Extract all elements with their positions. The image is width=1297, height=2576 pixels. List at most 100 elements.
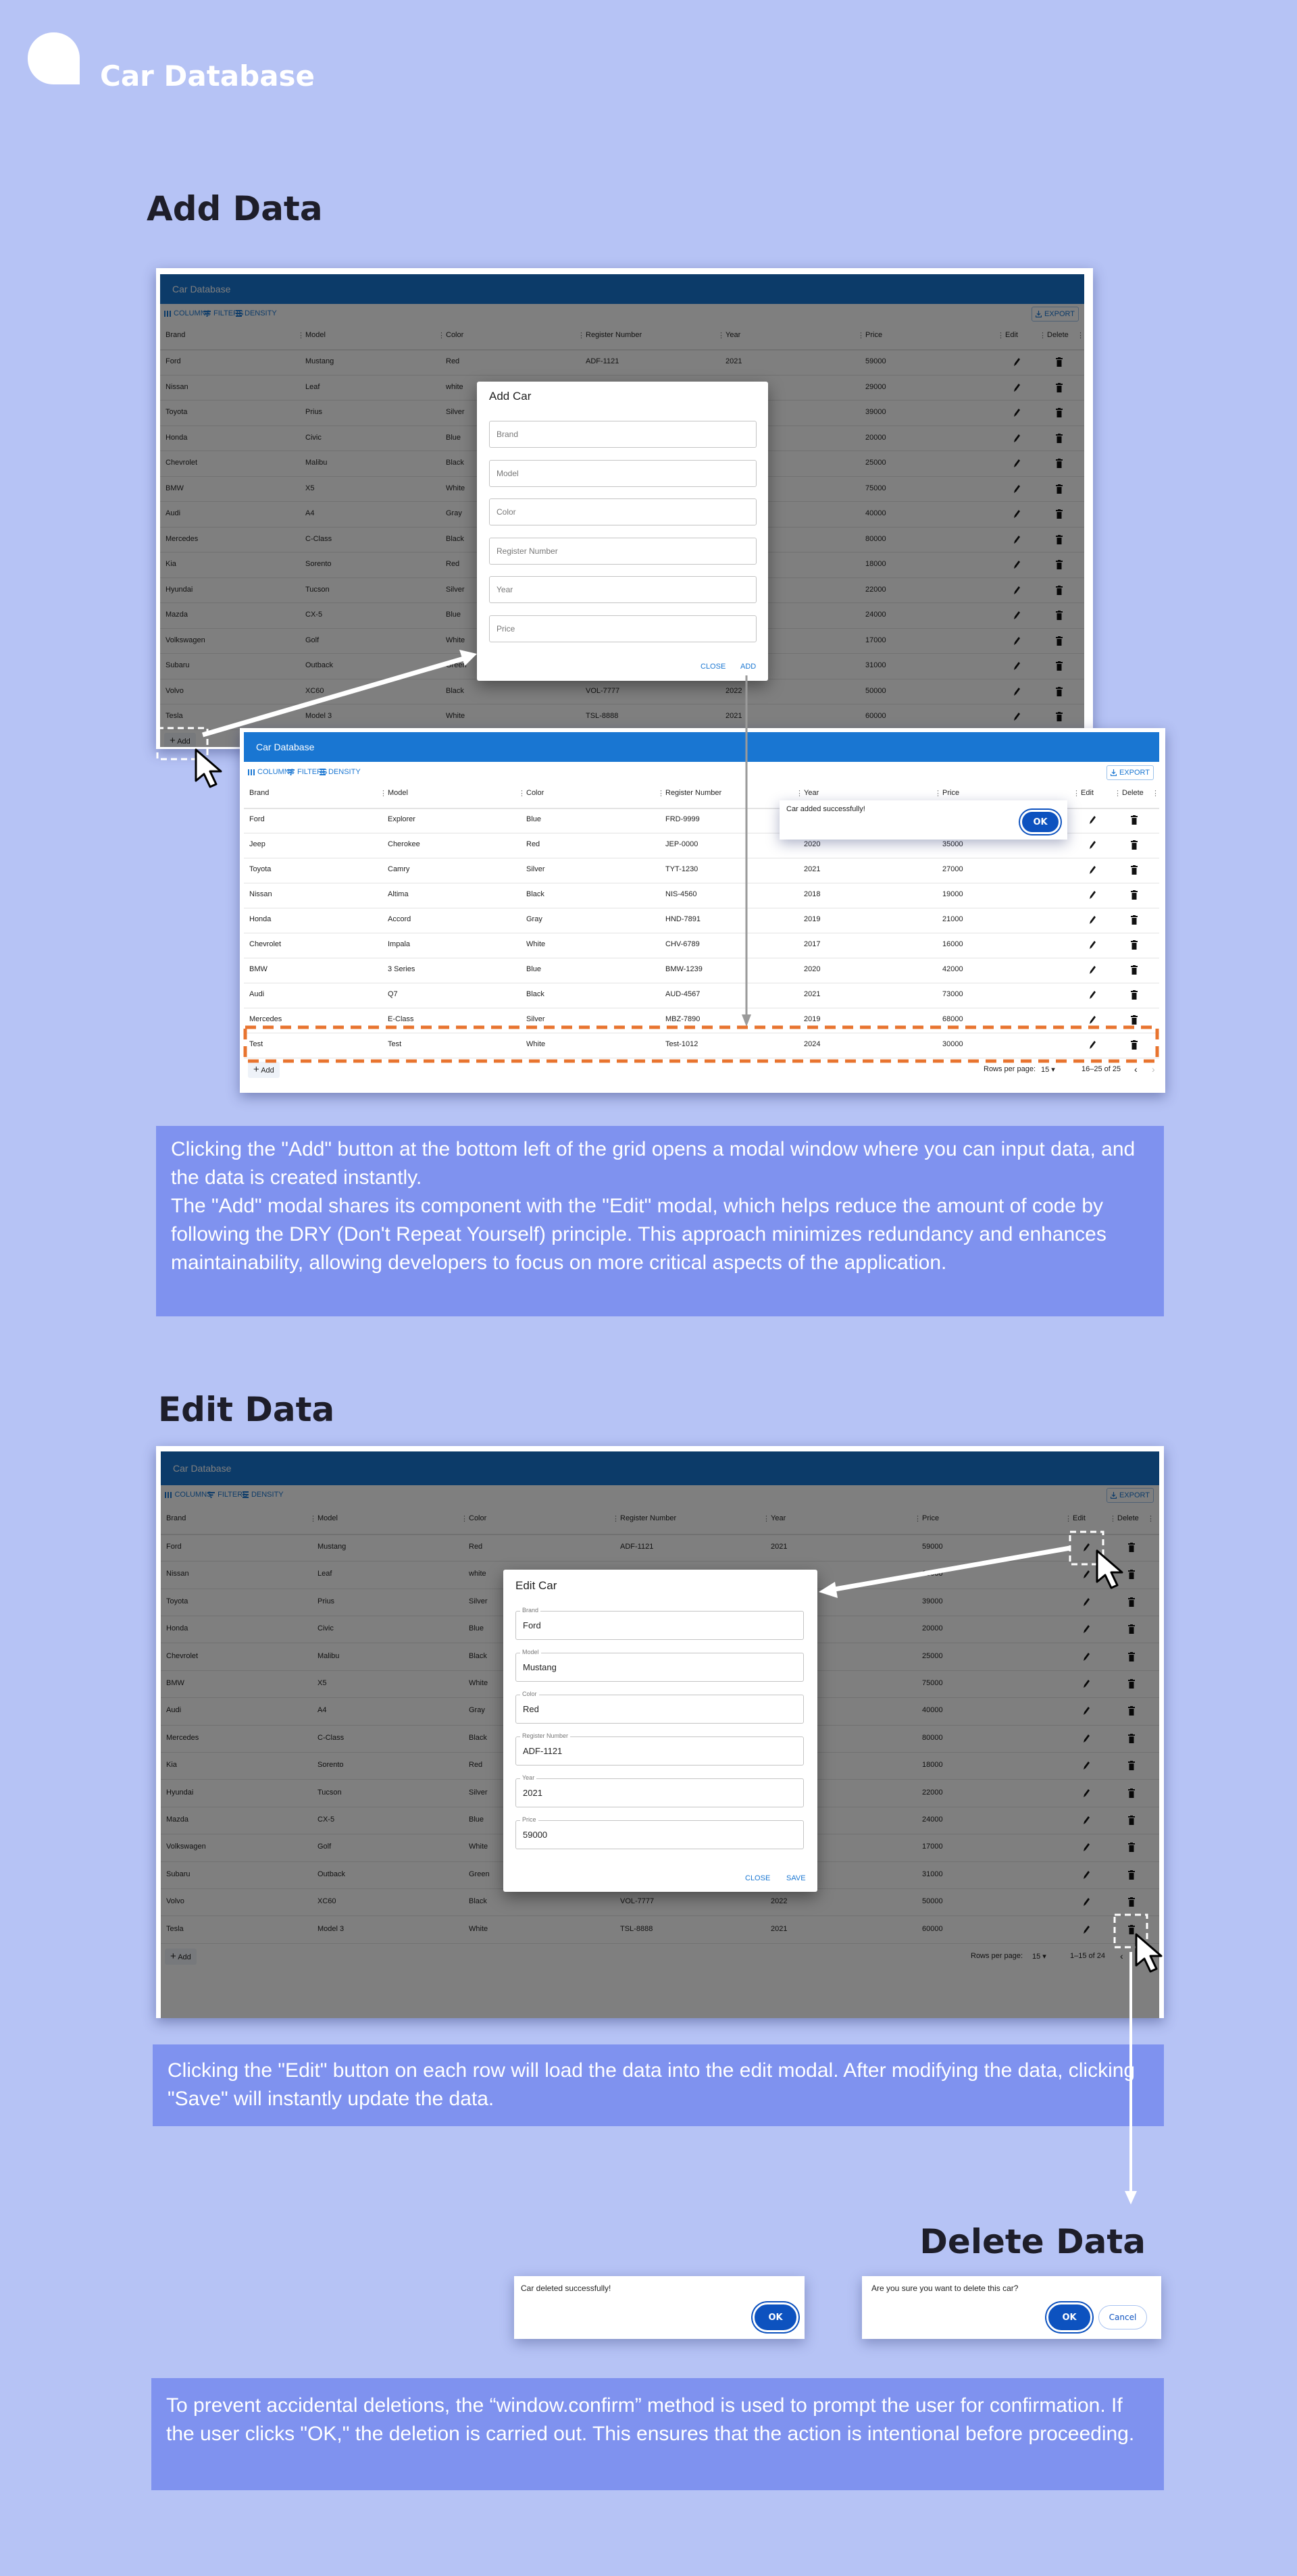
edit-field-brand[interactable]: Brand Ford xyxy=(515,1607,804,1640)
save-button[interactable]: SAVE xyxy=(786,1874,806,1882)
edit-icon[interactable] xyxy=(1088,840,1096,852)
toolbar-label: DENSITY xyxy=(328,768,361,776)
edit-car-modal: Edit Car Brand Ford Model Mustang Color Red Re… xyxy=(503,1570,817,1892)
edit-field-color[interactable]: Color Red xyxy=(515,1691,804,1724)
column-menu-icon[interactable]: ⋮ xyxy=(1114,790,1121,798)
column-header-edit[interactable]: Edit xyxy=(1081,789,1094,797)
delete-icon[interactable] xyxy=(1131,965,1138,977)
column-menu-icon[interactable]: ⋮ xyxy=(1152,790,1159,798)
edit-icon[interactable] xyxy=(1088,890,1096,902)
add-description-para-2: The "Add" modal shares its component wit… xyxy=(171,1195,1107,1274)
field-label: Price xyxy=(520,1816,538,1823)
edit-icon[interactable] xyxy=(1088,940,1096,952)
delete-icon[interactable] xyxy=(1131,990,1138,1002)
add-field-color[interactable]: Color xyxy=(489,498,757,525)
column-menu-icon[interactable]: ⋮ xyxy=(657,790,665,798)
grid-title-bar: Car Database xyxy=(244,732,1159,762)
alert-message: Car added successfully! xyxy=(786,805,865,813)
column-header-register-number[interactable]: Register Number xyxy=(665,789,722,797)
grid-title: Car Database xyxy=(256,742,315,752)
delete-icon[interactable] xyxy=(1131,1015,1138,1027)
table-cell: Chevrolet xyxy=(249,940,282,948)
add-submit-button[interactable]: ADD xyxy=(740,663,757,671)
delete-icon[interactable] xyxy=(1131,815,1138,827)
add-button[interactable]: + Add xyxy=(248,1062,280,1078)
table-cell: Black xyxy=(526,890,544,898)
close-button[interactable]: CLOSE xyxy=(745,1874,771,1882)
header-divider xyxy=(244,807,1159,809)
edit-field-price[interactable]: Price 59000 xyxy=(515,1816,804,1849)
ok-button[interactable]: OK xyxy=(1046,2302,1092,2332)
prev-page-icon[interactable]: ‹ xyxy=(1134,1064,1138,1075)
table-cell: Test xyxy=(249,1040,263,1048)
table-cell: Blue xyxy=(526,965,542,973)
export-button[interactable]: EXPORT xyxy=(1106,765,1154,780)
table-cell: Toyota xyxy=(249,865,272,873)
delete-confirm-dialog: Are you sure you want to delete this car… xyxy=(862,2276,1161,2339)
edit-icon[interactable] xyxy=(1088,915,1096,927)
edit-field-register-number[interactable]: Register Number ADF-1121 xyxy=(515,1732,804,1766)
column-menu-icon[interactable]: ⋮ xyxy=(518,790,526,798)
table-cell: 3 Series xyxy=(388,965,415,973)
column-menu-icon[interactable]: ⋮ xyxy=(380,790,387,798)
add-field-register-number[interactable]: Register Number xyxy=(489,537,757,565)
add-field-brand[interactable]: Brand xyxy=(489,421,757,448)
delete-icon[interactable] xyxy=(1131,940,1138,952)
edit-field-model[interactable]: Model Mustang xyxy=(515,1649,804,1682)
confirm-message: Are you sure you want to delete this car… xyxy=(871,2284,1019,2293)
column-header-year[interactable]: Year xyxy=(804,789,819,797)
add-data-heading: Add Data xyxy=(147,189,323,228)
columns-button[interactable]: COLUMNS xyxy=(248,768,295,776)
edit-icon[interactable] xyxy=(1088,815,1096,827)
edit-field-year[interactable]: Year 2021 xyxy=(515,1774,804,1807)
table-cell: 30000 xyxy=(942,1040,963,1048)
ok-button[interactable]: OK xyxy=(753,2302,798,2332)
field-value: 59000 xyxy=(523,1830,548,1840)
table-cell: 2018 xyxy=(804,890,821,898)
column-menu-icon[interactable]: ⋮ xyxy=(934,790,942,798)
pagination-range: 16–25 of 25 xyxy=(1082,1065,1121,1073)
column-header-delete[interactable]: Delete xyxy=(1122,789,1144,797)
column-header-brand[interactable]: Brand xyxy=(249,789,270,797)
delete-icon[interactable] xyxy=(1131,840,1138,852)
column-header-price[interactable]: Price xyxy=(942,789,960,797)
column-menu-icon[interactable]: ⋮ xyxy=(1073,790,1080,798)
add-description-para-1: Clicking the "Add" button at the bottom … xyxy=(171,1138,1136,1189)
delete-icon[interactable] xyxy=(1131,1040,1138,1052)
table-cell: 68000 xyxy=(942,1015,963,1023)
column-header-model[interactable]: Model xyxy=(388,789,408,797)
field-value: 2021 xyxy=(523,1788,542,1798)
close-button[interactable]: CLOSE xyxy=(701,663,726,671)
placeholder: Register Number xyxy=(497,546,558,556)
rows-per-page-label: Rows per page: xyxy=(984,1065,1036,1073)
column-menu-icon[interactable]: ⋮ xyxy=(796,790,803,798)
modal-title: Edit Car xyxy=(515,1579,557,1592)
add-field-model[interactable]: Model xyxy=(489,459,757,487)
edit-icon[interactable] xyxy=(1088,1015,1096,1027)
edit-icon[interactable] xyxy=(1088,865,1096,877)
add-field-year[interactable]: Year xyxy=(489,576,757,603)
table-cell: JEP-0000 xyxy=(665,840,698,848)
ok-button[interactable]: OK xyxy=(1020,810,1061,834)
app-logo xyxy=(28,32,80,84)
edit-icon[interactable] xyxy=(1088,990,1096,1002)
delete-icon[interactable] xyxy=(1131,865,1138,877)
column-header-color[interactable]: Color xyxy=(526,789,544,797)
delete-icon[interactable] xyxy=(1131,890,1138,902)
cancel-button[interactable]: Cancel xyxy=(1098,2305,1147,2329)
edit-icon[interactable] xyxy=(1088,1040,1096,1052)
table-cell: White xyxy=(526,940,546,948)
table-cell: Silver xyxy=(526,1015,545,1023)
edit-icon[interactable] xyxy=(1088,965,1096,977)
table-cell: Q7 xyxy=(388,990,398,998)
add-field-price[interactable]: Price xyxy=(489,615,757,642)
rows-per-page-select[interactable]: 15 ▾ xyxy=(1041,1066,1055,1074)
table-cell: Test xyxy=(388,1040,402,1048)
next-page-icon[interactable]: › xyxy=(1152,1064,1155,1075)
table-cell: E-Class xyxy=(388,1015,414,1023)
delete-icon[interactable] xyxy=(1131,915,1138,927)
table-cell: 19000 xyxy=(942,890,963,898)
alert-message: Car deleted successfully! xyxy=(521,2284,611,2293)
density-button[interactable]: DENSITY xyxy=(320,768,361,776)
toolbar-label: COLUMNS xyxy=(257,768,295,776)
